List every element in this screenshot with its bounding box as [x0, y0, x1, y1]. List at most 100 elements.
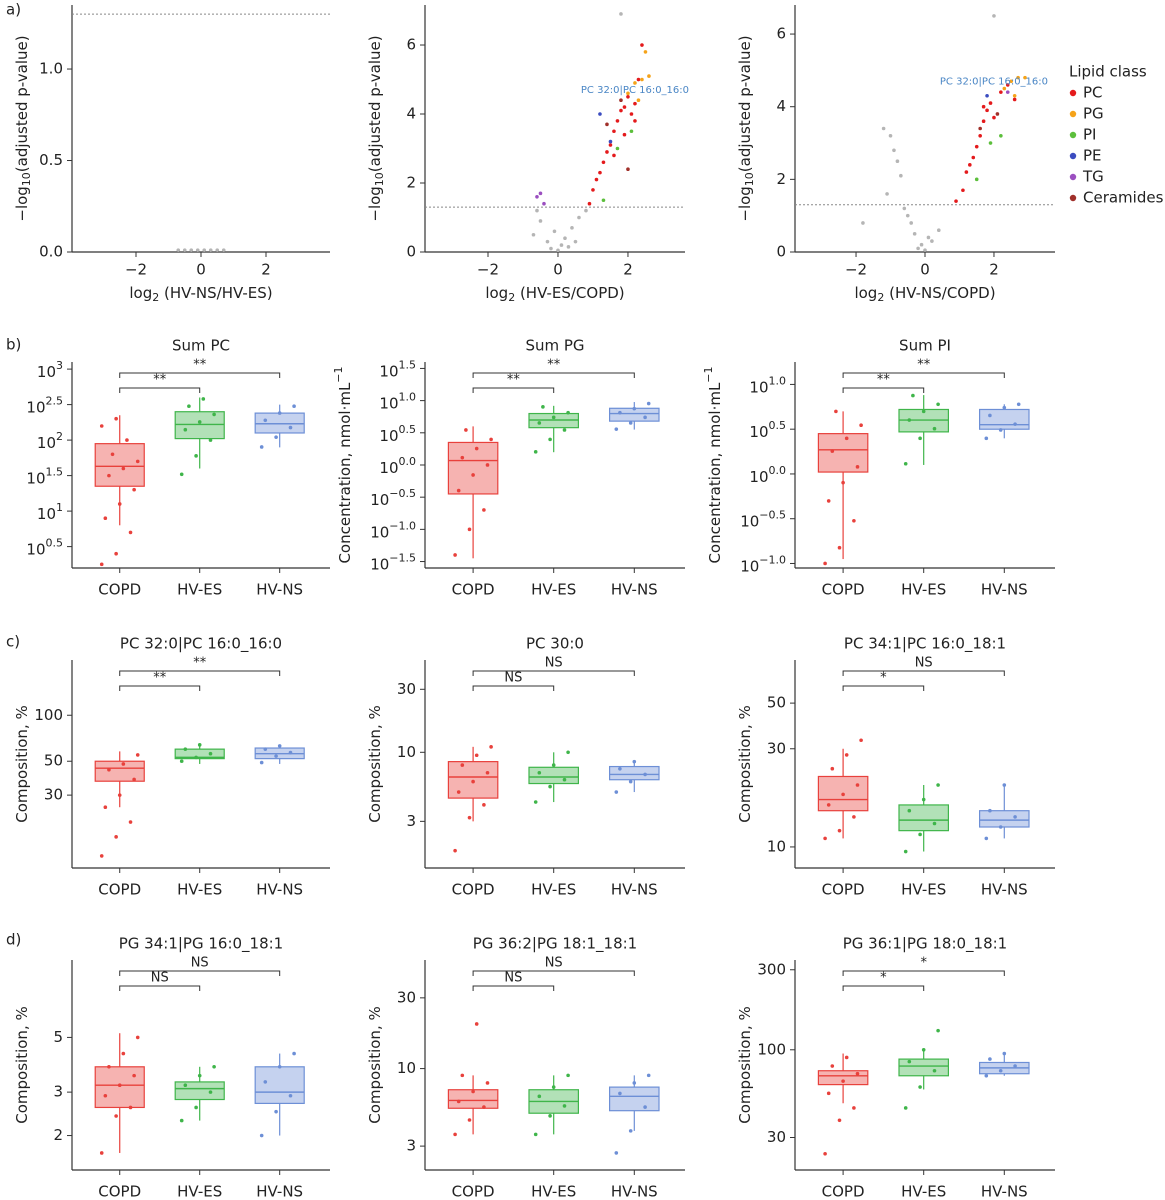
label-part: 10	[749, 423, 768, 441]
point	[622, 105, 627, 109]
point	[614, 427, 619, 431]
point	[633, 119, 637, 123]
point	[591, 188, 595, 192]
point	[646, 401, 651, 406]
point	[179, 1118, 184, 1123]
point	[615, 146, 620, 151]
box	[978, 810, 1030, 828]
point	[548, 1114, 552, 1118]
point	[103, 1093, 108, 1098]
point	[636, 98, 641, 103]
y-tick-label: 5	[53, 1028, 63, 1046]
point	[117, 502, 122, 506]
x-axis-label: log2 (HV-NS/HV-ES)	[129, 284, 272, 305]
point	[107, 1065, 111, 1069]
point	[888, 133, 893, 138]
label-script: −1	[332, 366, 345, 382]
y-tick-label: 102	[37, 430, 63, 452]
point	[107, 473, 111, 478]
point	[474, 446, 479, 451]
label-script: −0.5	[759, 509, 786, 522]
point	[622, 132, 627, 137]
significance-bracket	[119, 670, 281, 676]
point	[263, 1080, 268, 1084]
point	[566, 1073, 570, 1078]
point	[895, 159, 900, 163]
point	[921, 1047, 926, 1052]
point	[626, 91, 630, 96]
point	[277, 744, 282, 748]
point	[918, 1085, 922, 1089]
point	[541, 405, 545, 409]
point	[932, 426, 937, 431]
x-tick-label: HV-NS	[256, 581, 303, 599]
x-tick-label: HV-ES	[177, 1183, 222, 1200]
y-axis-label: Concentration, nmol·mL−1	[702, 366, 724, 563]
point	[628, 779, 633, 784]
label-part: 10	[379, 426, 398, 444]
point	[830, 766, 835, 771]
point	[852, 815, 856, 819]
y-tick-label: 10−1.5	[370, 552, 416, 574]
label-script: 0.5	[769, 419, 787, 432]
y-tick-label: 300	[757, 960, 786, 978]
y-tick-label: 10−1.0	[370, 519, 416, 541]
point	[485, 770, 490, 775]
x-tick-label: HV-ES	[531, 881, 576, 899]
point	[911, 393, 915, 398]
point	[548, 784, 552, 789]
point	[563, 236, 567, 241]
point	[114, 416, 118, 421]
chart-title: PC 30:0	[526, 635, 584, 653]
significance-bracket	[119, 970, 281, 976]
point	[197, 420, 202, 424]
point	[538, 191, 543, 196]
point	[259, 1133, 264, 1138]
point	[135, 753, 140, 757]
point	[453, 1132, 457, 1137]
y-tick-label: 101.5	[379, 358, 416, 380]
point	[99, 854, 104, 858]
y-tick-label: 30	[767, 1128, 786, 1146]
legend-label: PE	[1083, 147, 1102, 165]
point	[968, 163, 972, 167]
label-script: −1.0	[759, 553, 786, 566]
box	[174, 1081, 225, 1101]
point	[988, 1057, 992, 1061]
point	[608, 143, 613, 147]
point	[916, 246, 920, 251]
point	[905, 213, 910, 218]
label-part: (adjusted p-value)	[13, 35, 31, 172]
y-tick-label: 101	[37, 501, 63, 523]
label-script: 1.0	[769, 374, 787, 387]
point	[103, 805, 108, 810]
point	[826, 499, 831, 503]
point	[988, 413, 992, 418]
point	[999, 133, 1003, 138]
label-part: (HV-NS/COPD)	[884, 284, 995, 302]
point	[998, 1068, 1003, 1073]
label-part: 10	[740, 557, 759, 575]
point	[932, 1068, 937, 1073]
point	[485, 463, 490, 467]
point	[274, 754, 278, 758]
label-part: Composition, %	[736, 1006, 754, 1123]
point	[1016, 402, 1021, 407]
point	[1005, 90, 1010, 94]
box	[898, 804, 950, 832]
point	[841, 1079, 845, 1083]
label-script: 0.0	[399, 455, 417, 468]
x-tick-label: 0	[196, 261, 206, 279]
box	[94, 443, 145, 487]
legend-label: PI	[1083, 126, 1096, 144]
point	[533, 1132, 538, 1137]
y-tick-label: 30	[44, 786, 63, 804]
point	[577, 215, 581, 220]
y-tick-label: 50	[44, 752, 63, 770]
x-tick-label: COPD	[452, 881, 495, 899]
label-script: 2	[877, 291, 884, 304]
x-tick-label: HV-ES	[531, 581, 576, 599]
point	[936, 402, 940, 407]
x-tick-label: HV-NS	[256, 1183, 303, 1200]
significance-bracket	[472, 985, 555, 991]
